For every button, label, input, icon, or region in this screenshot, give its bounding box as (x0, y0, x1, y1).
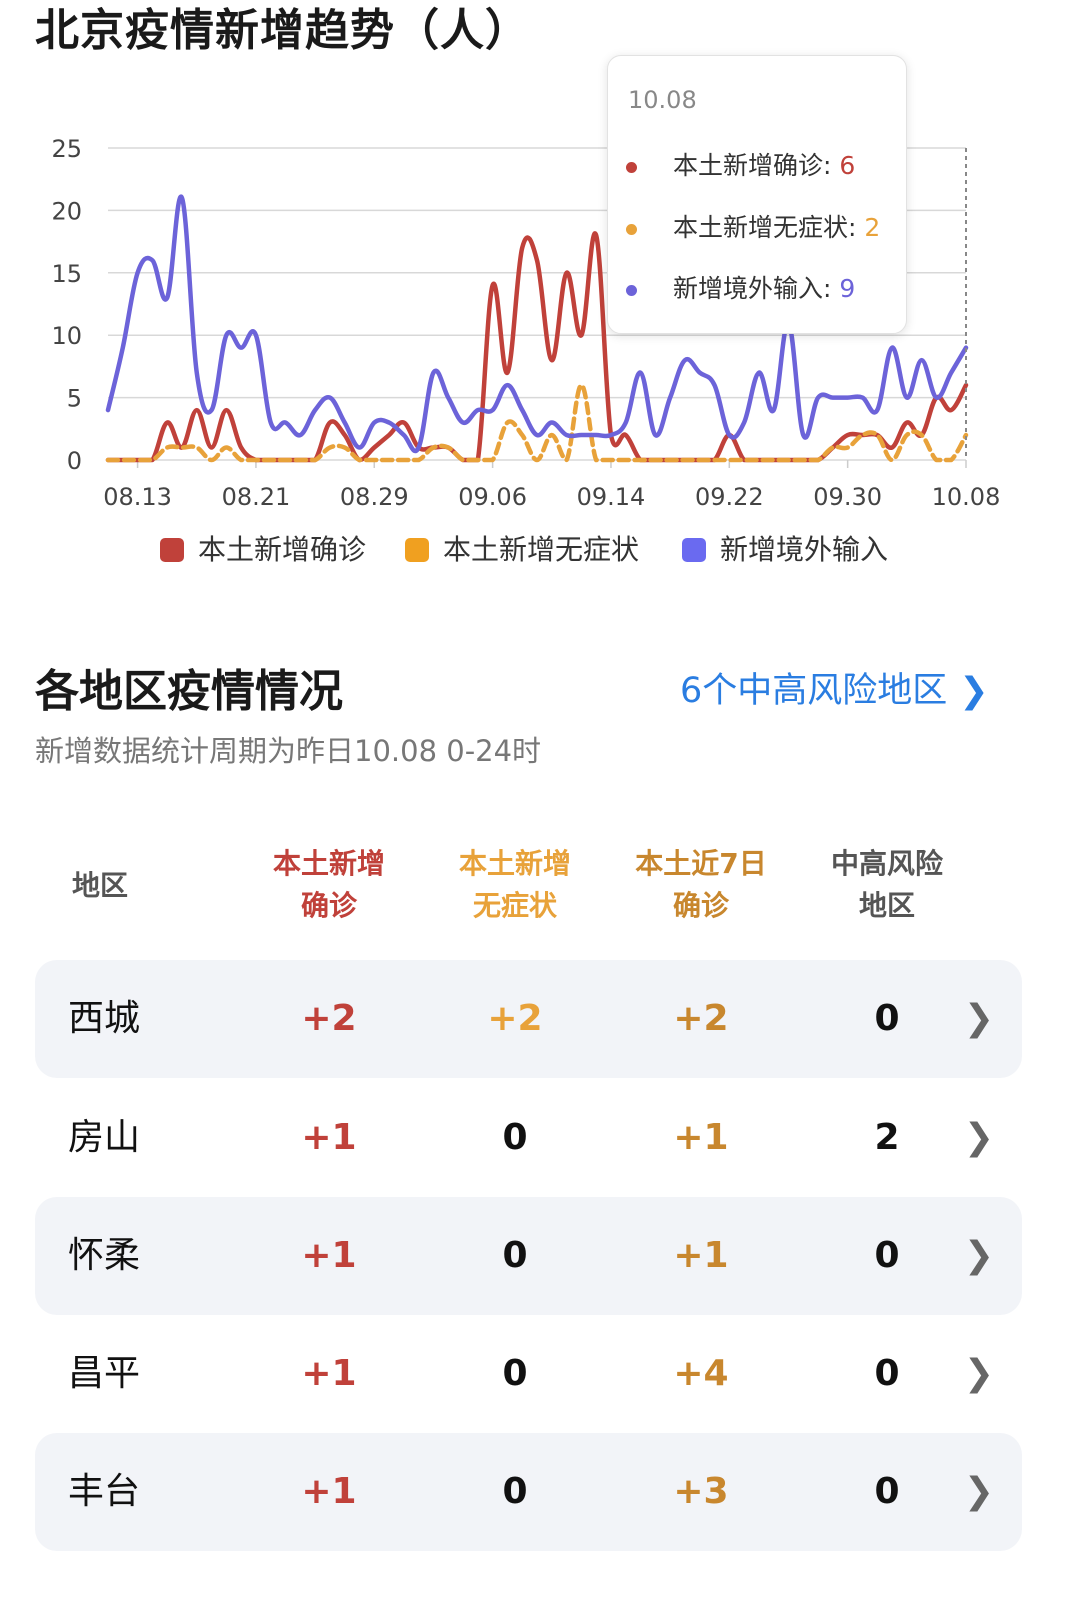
y-tick-label: 25 (51, 135, 82, 163)
series-line-imported (105, 194, 969, 454)
dot-icon (626, 223, 637, 235)
new-asymptomatic: 0 (502, 1117, 528, 1158)
header-7day-confirmed: 本土近7日确诊 (611, 843, 791, 927)
risk-areas: 0 (874, 998, 900, 1039)
tooltip-row-imported: 新增境外输入: 9 (626, 269, 855, 305)
legend-label: 本土新增确诊 (198, 533, 367, 566)
legend-label: 本土新增无症状 (443, 533, 640, 566)
y-axis: 0 5 10 15 20 25 (51, 135, 82, 475)
new-confirmed: +1 (301, 1471, 357, 1512)
series-line-asymptomatic (105, 382, 969, 463)
header-line: 本土近7日 (635, 847, 767, 880)
chevron-right-icon[interactable]: ❯ (963, 1235, 994, 1276)
tooltip-value: 9 (839, 274, 856, 303)
region-name: 西城 (68, 998, 141, 1039)
x-tick-label: 09.14 (577, 483, 646, 511)
table-row[interactable]: 西城 +2 +2 +2 0 ❯ (35, 960, 1022, 1078)
new-asymptomatic: +2 (487, 998, 543, 1039)
header-new-asymptomatic: 本土新增 无症状 (425, 843, 605, 927)
chevron-right-icon[interactable]: ❯ (963, 1117, 994, 1158)
legend-swatch (160, 538, 184, 562)
new-confirmed: +2 (301, 998, 357, 1039)
y-tick-label: 0 (67, 447, 82, 475)
header-new-confirmed: 本土新增 确诊 (239, 843, 419, 927)
region-name: 昌平 (68, 1353, 141, 1394)
tooltip-value: 2 (864, 213, 881, 242)
legend-item-imported[interactable]: 新增境外输入 (682, 528, 888, 568)
header-line: 本土新增 (272, 847, 385, 880)
header-line: 无症状 (472, 889, 557, 922)
y-tick-label: 5 (67, 385, 82, 413)
region-name: 丰台 (68, 1471, 141, 1512)
new-confirmed: +1 (301, 1117, 357, 1158)
new-confirmed: +1 (301, 1353, 357, 1394)
new-asymptomatic: 0 (502, 1471, 528, 1512)
risk-areas: 0 (874, 1471, 900, 1512)
y-tick-label: 15 (51, 260, 82, 288)
series-lines (105, 194, 969, 463)
y-tick-label: 10 (51, 322, 82, 350)
tooltip-label: 本土新增确诊 (673, 151, 824, 180)
week-confirmed: +1 (673, 1117, 729, 1158)
chevron-right-icon[interactable]: ❯ (963, 1353, 994, 1394)
legend-label: 新增境外输入 (720, 533, 889, 566)
week-confirmed: +4 (673, 1353, 729, 1394)
risk-areas-link[interactable]: 6个中高风险地区 ❯ (680, 662, 989, 713)
header-line: 确诊 (672, 889, 729, 922)
x-tick-label: 08.21 (222, 483, 291, 511)
legend-swatch (682, 538, 706, 562)
x-tick-label: 09.22 (695, 483, 764, 511)
x-tick-label: 08.13 (103, 483, 172, 511)
risk-areas: 0 (874, 1235, 900, 1276)
chevron-right-icon[interactable]: ❯ (963, 1471, 994, 1512)
week-confirmed: +3 (673, 1471, 729, 1512)
y-tick-label: 20 (51, 197, 82, 225)
legend-swatch (405, 538, 429, 562)
table-row[interactable]: 房山 +1 0 +1 2 ❯ (35, 1079, 1022, 1197)
header-line: 中高风险 (830, 847, 943, 880)
new-asymptomatic: 0 (502, 1235, 528, 1276)
risk-areas-link-label: 6个中高风险地区 (680, 671, 948, 711)
header-line: 确诊 (300, 889, 357, 922)
chevron-right-icon[interactable]: ❯ (963, 998, 994, 1039)
header-risk-areas: 中高风险 地区 (797, 843, 977, 927)
header-line: 地区 (858, 889, 915, 922)
tooltip-date: 10.08 (628, 86, 697, 114)
header-line: 本土新增 (458, 847, 571, 880)
tooltip-value: 6 (839, 151, 856, 180)
dot-icon (626, 284, 637, 296)
region-name: 怀柔 (68, 1235, 141, 1276)
section-title: 各地区疫情情况 (35, 666, 343, 717)
tooltip-row-asymptomatic: 本土新增无症状: 2 (626, 208, 880, 244)
x-axis: 08.13 08.21 08.29 09.06 09.14 09.22 09.30 10.08 (103, 460, 1000, 511)
x-tick-label: 09.06 (458, 483, 527, 511)
risk-areas: 0 (874, 1353, 900, 1394)
chart-tooltip: 10.08 本土新增确诊: 6 本土新增无症状: 2 新增境外输入: 9 (607, 55, 907, 334)
risk-areas: 2 (874, 1117, 900, 1158)
legend-item-confirmed[interactable]: 本土新增确诊 (160, 528, 366, 568)
x-tick-label: 09.30 (813, 483, 882, 511)
trend-chart[interactable]: 0 5 10 15 20 25 08.13 08.21 08.29 09.06 09.14 09.2… (0, 0, 1080, 520)
table-row[interactable]: 丰台 +1 0 +3 0 ❯ (35, 1433, 1022, 1551)
section-subtitle: 新增数据统计周期为昨日10.08 0-24时 (35, 734, 542, 768)
chevron-right-icon: ❯ (959, 671, 989, 711)
table-row[interactable]: 昌平 +1 0 +4 0 ❯ (35, 1315, 1022, 1433)
x-tick-label: 08.29 (340, 483, 409, 511)
header-region: 地区 (71, 869, 128, 902)
new-confirmed: +1 (301, 1235, 357, 1276)
tooltip-label: 新增境外输入 (673, 274, 824, 303)
new-asymptomatic: 0 (502, 1353, 528, 1394)
chart-legend: 本土新增确诊 本土新增无症状 新增境外输入 (0, 528, 1080, 568)
chart-title: 北京疫情新增趋势（人） (35, 5, 530, 56)
dot-icon (626, 161, 637, 173)
week-confirmed: +2 (673, 998, 729, 1039)
tooltip-label: 本土新增无症状 (673, 213, 849, 242)
region-name: 房山 (68, 1117, 141, 1158)
legend-item-asymptomatic[interactable]: 本土新增无症状 (405, 528, 639, 568)
table-row[interactable]: 怀柔 +1 0 +1 0 ❯ (35, 1197, 1022, 1315)
tooltip-row-confirmed: 本土新增确诊: 6 (626, 146, 855, 182)
week-confirmed: +1 (673, 1235, 729, 1276)
x-tick-label: 10.08 (932, 483, 1001, 511)
